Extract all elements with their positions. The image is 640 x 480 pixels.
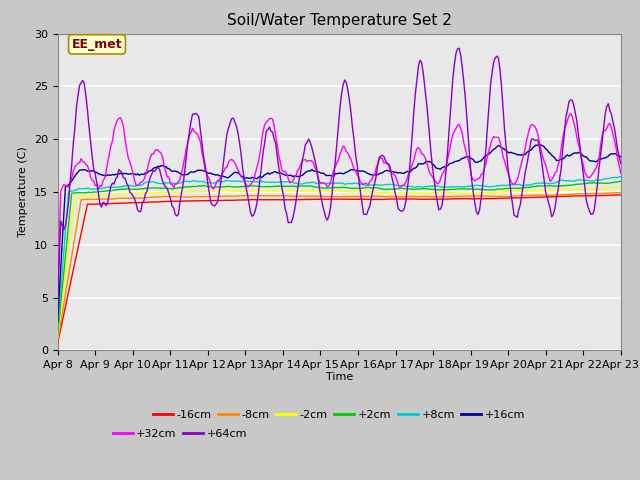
Y-axis label: Temperature (C): Temperature (C) [18,146,28,238]
Text: EE_met: EE_met [72,38,122,51]
Legend: +32cm, +64cm: +32cm, +64cm [108,424,252,443]
Title: Soil/Water Temperature Set 2: Soil/Water Temperature Set 2 [227,13,452,28]
X-axis label: Time: Time [326,372,353,382]
